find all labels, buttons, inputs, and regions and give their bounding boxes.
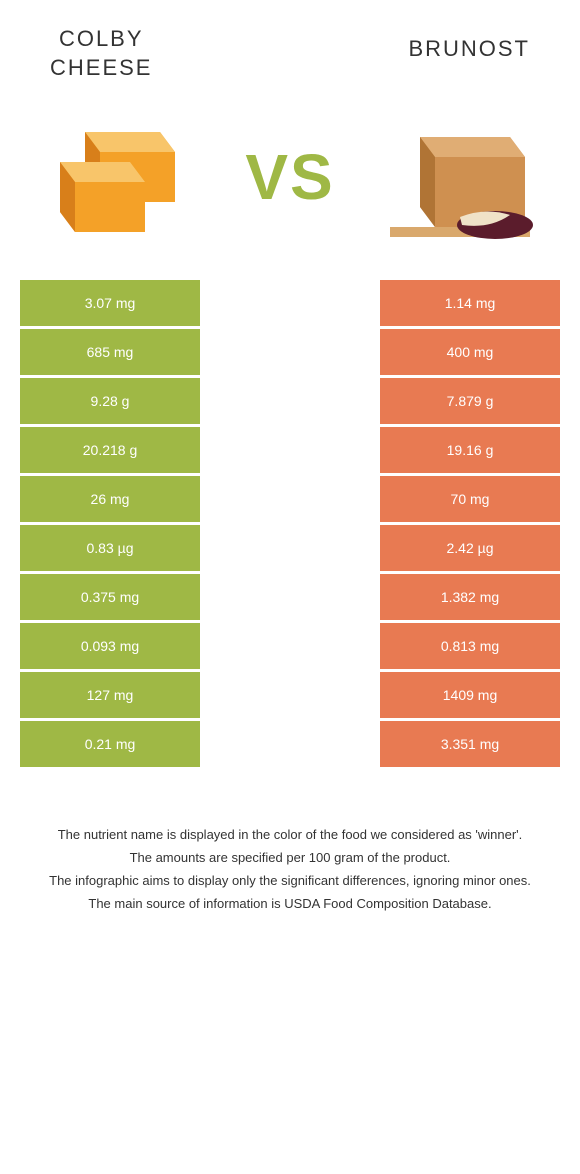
left-value-cell: 0.21 mg	[20, 721, 200, 767]
right-value-cell: 3.351 mg	[380, 721, 560, 767]
vs-label: VS	[245, 140, 334, 214]
footer-line3: The infographic aims to display only the…	[40, 871, 540, 892]
table-row: 0.21 mgVitamin B53.351 mg	[20, 721, 560, 767]
table-row: 0.093 mgVitamin B30.813 mg	[20, 623, 560, 669]
left-value-cell: 0.83 µg	[20, 525, 200, 571]
right-value-cell: 7.879 g	[380, 378, 560, 424]
left-value-cell: 0.093 mg	[20, 623, 200, 669]
left-value-cell: 0.375 mg	[20, 574, 200, 620]
nutrient-label-cell: Calcium	[200, 329, 380, 375]
right-value-cell: 1.14 mg	[380, 280, 560, 326]
left-value-cell: 26 mg	[20, 476, 200, 522]
header-right: BRUNOST	[408, 25, 530, 64]
left-value-cell: 685 mg	[20, 329, 200, 375]
right-value-cell: 70 mg	[380, 476, 560, 522]
right-value-cell: 1409 mg	[380, 672, 560, 718]
nutrient-label-cell: Monounsaturated fat	[200, 378, 380, 424]
table-row: 0.83 µgVitamin B122.42 µg	[20, 525, 560, 571]
left-value-cell: 20.218 g	[20, 427, 200, 473]
table-row: 20.218 gSaturated fat19.16 g	[20, 427, 560, 473]
nutrient-label-cell: Vitamin B12	[200, 525, 380, 571]
colby-cheese-icon	[30, 107, 210, 247]
nutrient-label-cell: Zinc	[200, 280, 380, 326]
nutrient-label-cell: Vitamin B2	[200, 574, 380, 620]
colby-cheese-image	[30, 107, 210, 247]
left-value-cell: 3.07 mg	[20, 280, 200, 326]
right-value-cell: 0.813 mg	[380, 623, 560, 669]
nutrient-table-body: 3.07 mgZinc1.14 mg685 mgCalcium400 mg9.2…	[20, 280, 560, 767]
nutrient-label-cell: Vitamin B3	[200, 623, 380, 669]
images-row: VS	[20, 107, 560, 247]
header-left: COLBY CHEESE	[50, 25, 152, 82]
left-title-line2: CHEESE	[50, 54, 152, 83]
right-value-cell: 400 mg	[380, 329, 560, 375]
table-row: 685 mgCalcium400 mg	[20, 329, 560, 375]
table-row: 127 mgPotassium1409 mg	[20, 672, 560, 718]
table-row: 0.375 mgVitamin B21.382 mg	[20, 574, 560, 620]
brunost-cheese-image	[370, 107, 550, 247]
nutrient-table: 3.07 mgZinc1.14 mg685 mgCalcium400 mg9.2…	[20, 277, 560, 770]
right-value-cell: 2.42 µg	[380, 525, 560, 571]
nutrient-label-cell: Magnesium	[200, 476, 380, 522]
footer-line1: The nutrient name is displayed in the co…	[40, 825, 540, 846]
footer-line2: The amounts are specified per 100 gram o…	[40, 848, 540, 869]
footer: The nutrient name is displayed in the co…	[20, 825, 560, 914]
left-value-cell: 127 mg	[20, 672, 200, 718]
table-row: 3.07 mgZinc1.14 mg	[20, 280, 560, 326]
table-row: 9.28 gMonounsaturated fat7.879 g	[20, 378, 560, 424]
nutrient-label-cell: Saturated fat	[200, 427, 380, 473]
right-value-cell: 19.16 g	[380, 427, 560, 473]
footer-line4: The main source of information is USDA F…	[40, 894, 540, 915]
left-value-cell: 9.28 g	[20, 378, 200, 424]
brunost-cheese-icon	[370, 107, 550, 247]
right-value-cell: 1.382 mg	[380, 574, 560, 620]
header: COLBY CHEESE BRUNOST	[20, 25, 560, 82]
right-title: BRUNOST	[408, 35, 530, 64]
nutrient-label-cell: Vitamin B5	[200, 721, 380, 767]
left-title-line1: COLBY	[50, 25, 152, 54]
nutrient-label-cell: Potassium	[200, 672, 380, 718]
table-row: 26 mgMagnesium70 mg	[20, 476, 560, 522]
